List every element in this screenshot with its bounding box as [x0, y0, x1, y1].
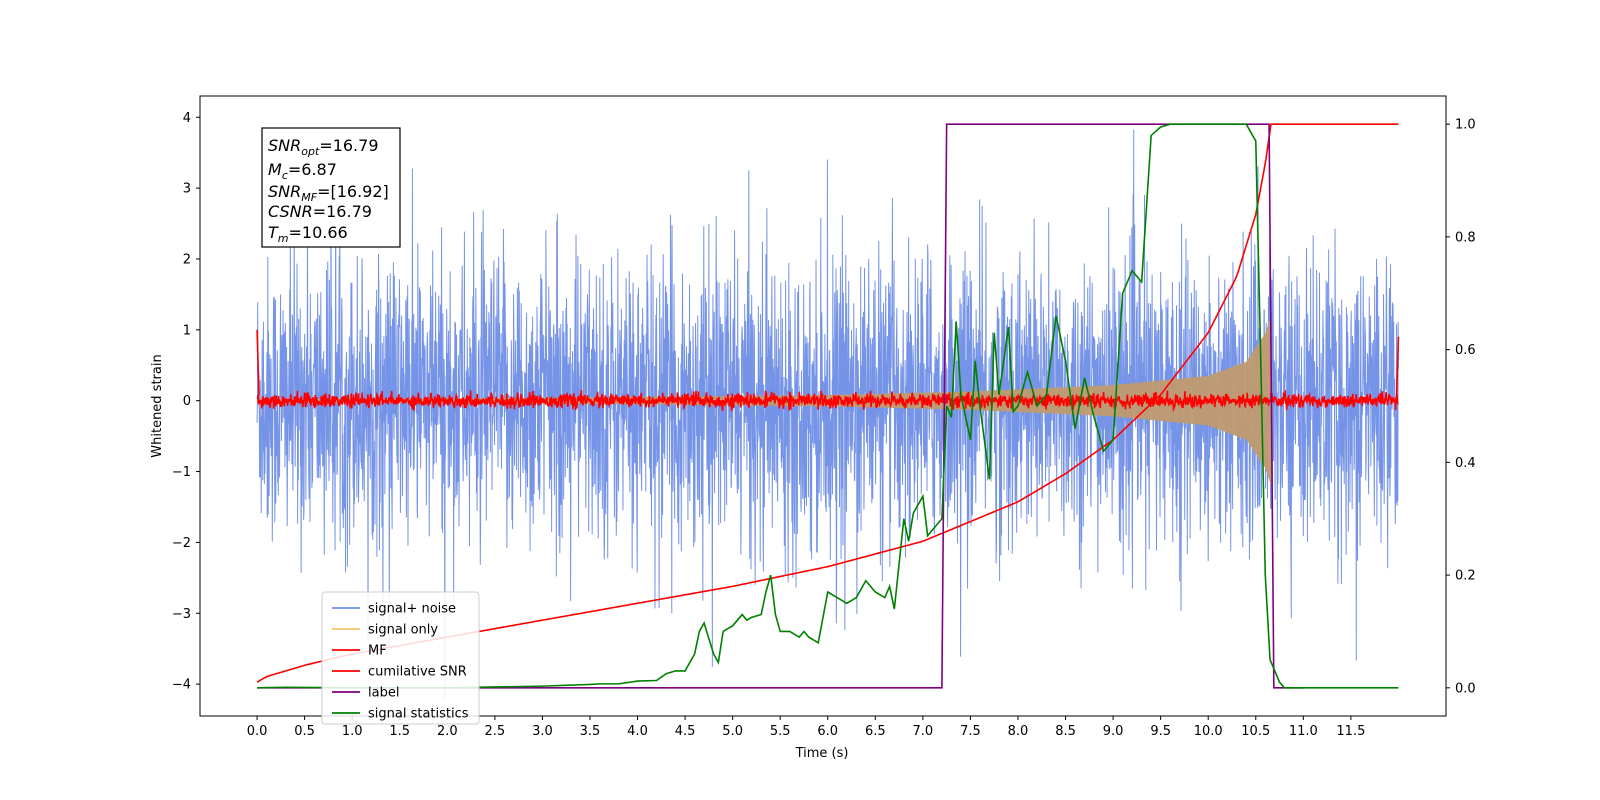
x-tick-label: 11.0 [1289, 724, 1318, 739]
info-mc: Mc=6.87 [268, 160, 337, 182]
x-tick-label: 3.5 [580, 724, 601, 739]
x-tick-label: 10.0 [1194, 724, 1223, 739]
x-tick-label: 8.0 [1008, 724, 1029, 739]
x-tick-label: 10.5 [1241, 724, 1270, 739]
y-right-tick-label: 0.2 [1455, 569, 1476, 584]
legend-label: label [368, 686, 399, 701]
x-tick-label: 0.0 [247, 724, 268, 739]
x-axis: 0.0 0.5 1.0 1.5 2.0 2.5 3.0 3.5 4.0 4.5 5.0 5.5 6.0 6… [247, 716, 1365, 739]
info-box-frame [261, 127, 401, 248]
legend-label: signal+ noise [368, 602, 456, 617]
x-tick-label: 5.0 [722, 724, 743, 739]
x-tick-label: 8.5 [1055, 724, 1076, 739]
series-signal-statistics-line [257, 123, 1399, 689]
y-left-tick-label: −4 [172, 678, 191, 693]
x-tick-label: 3.0 [532, 724, 553, 739]
y-right-tick-label: 1.0 [1455, 118, 1476, 133]
y-left-tick-label: 1 [183, 323, 191, 338]
y-axis-left: 4 3 2 1 0 −1 −2 −3 −4 [172, 111, 200, 693]
x-tick-label: 6.0 [817, 724, 838, 739]
x-tick-label: 0.5 [294, 724, 315, 739]
legend-label: cumilative SNR [368, 665, 467, 680]
y-right-tick-label: 0.8 [1455, 230, 1476, 245]
plot-frame [199, 95, 1447, 717]
x-tick-label: 7.0 [913, 724, 934, 739]
x-tick-label: 1.5 [389, 724, 410, 739]
y-left-tick-label: −3 [172, 607, 191, 622]
y-left-tick-label: 4 [183, 111, 191, 126]
y-left-tick-label: 2 [183, 252, 191, 267]
info-csnr: CSNR=16.79 [268, 202, 372, 221]
y-right-tick-label: 0.0 [1455, 681, 1476, 696]
info-snr-opt: SNRopt=16.79 [268, 136, 379, 158]
y-left-tick-label: −1 [172, 465, 191, 480]
x-tick-label: 1.0 [342, 724, 363, 739]
legend-frame [321, 591, 480, 725]
info-snr-mf: SNRMF=[16.92] [268, 182, 389, 204]
x-tick-label: 7.5 [960, 724, 981, 739]
legend-label: signal statistics [368, 707, 469, 722]
series-label-line [257, 123, 1304, 689]
info-box: SNRopt=16.79 Mc=6.87 SNRMF=[16.92] CSNR=… [261, 127, 401, 248]
legend-label: MF [368, 644, 387, 659]
x-axis-title: Time (s) [795, 746, 849, 761]
x-tick-label: 11.5 [1336, 724, 1365, 739]
y-left-tick-label: −2 [172, 536, 191, 551]
y-left-tick-label: 0 [183, 394, 191, 409]
x-tick-label: 5.5 [770, 724, 791, 739]
y-right-tick-label: 0.6 [1455, 343, 1476, 358]
x-tick-label: 4.5 [675, 724, 696, 739]
legend-label: signal only [368, 623, 438, 638]
x-tick-label: 2.0 [437, 724, 458, 739]
info-tm: Tm=10.66 [268, 223, 348, 245]
x-tick-label: 6.5 [865, 724, 886, 739]
x-tick-label: 2.5 [485, 724, 506, 739]
y-left-tick-label: 3 [183, 182, 191, 197]
y-axis-right: 1.0 0.8 0.6 0.4 0.2 0.0 [1446, 118, 1476, 696]
x-tick-label: 9.0 [1103, 724, 1124, 739]
x-tick-label: 9.5 [1150, 724, 1171, 739]
y-axis-title: Whitened strain [150, 354, 165, 457]
legend: signal+ noise signal only MF cumilative SNR… [321, 591, 480, 725]
y-right-tick-label: 0.4 [1455, 456, 1476, 471]
x-tick-label: 4.0 [627, 724, 648, 739]
series-mf-line [256, 329, 1400, 413]
